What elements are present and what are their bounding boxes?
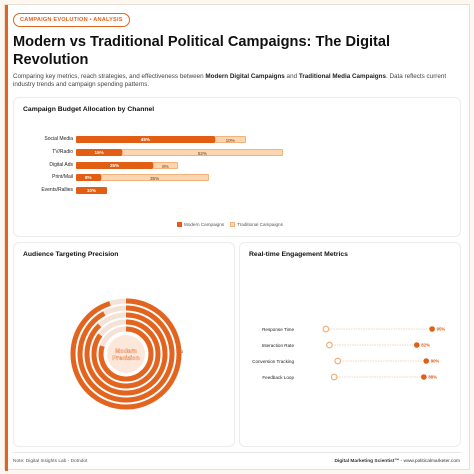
modern-dot bbox=[429, 326, 435, 332]
budget-card: Campaign Budget Allocation by Channel So… bbox=[13, 97, 461, 237]
metric-label: Interaction Rate bbox=[262, 343, 295, 348]
subtitle-traditional: Traditional Media Campaigns bbox=[298, 73, 386, 80]
ring-arc bbox=[77, 305, 175, 403]
modern-dot bbox=[413, 342, 420, 348]
metric-label: Feedback Loop bbox=[262, 375, 294, 380]
traditional-bar: 10% bbox=[214, 136, 246, 143]
traditional-bar: 35% bbox=[100, 174, 209, 182]
traditional-dot bbox=[334, 357, 342, 365]
budget-chart: Social Media 45% 10% TV/Radio 15% 52% Digital … bbox=[14, 98, 462, 238]
engagement-card: Real-time Engagement Metrics Response Ti… bbox=[239, 242, 461, 447]
modern-bar: 8% bbox=[76, 174, 101, 182]
accent-bar bbox=[5, 5, 8, 471]
category-label: Print/Mail bbox=[52, 174, 73, 181]
category-label: TV/Radio bbox=[52, 148, 73, 155]
traditional-bar: 52% bbox=[122, 148, 283, 156]
center-label: Modern bbox=[115, 349, 137, 355]
modern-bar: 10% bbox=[76, 187, 107, 195]
traditional-dot bbox=[322, 325, 330, 333]
ring-arc bbox=[91, 319, 161, 389]
budget-chart-title: Campaign Budget Allocation by Channel bbox=[23, 106, 155, 113]
category-badge: CAMPAIGN EVOLUTION • ANALYSIS bbox=[13, 13, 130, 27]
ring-annotation: 3 bbox=[181, 349, 184, 354]
center-disc bbox=[107, 335, 145, 373]
legend-modern: Modern Campaigns bbox=[177, 222, 224, 228]
page-subtitle: Comparing key metrics, reach strategies,… bbox=[13, 73, 447, 89]
value-label: 90% bbox=[431, 359, 440, 364]
modern-bar: 25% bbox=[76, 161, 154, 169]
engagement-chart-title: Real-time Engagement Metrics bbox=[249, 251, 348, 258]
traditional-dot bbox=[326, 341, 333, 349]
modern-dot bbox=[421, 374, 427, 380]
category-label: Digital Ads bbox=[49, 161, 73, 168]
traditional-bar: 8% bbox=[153, 161, 178, 169]
page-title: Modern vs Traditional Political Campaign… bbox=[13, 34, 391, 68]
metric-label: Response Time bbox=[262, 327, 294, 332]
metric-label: Conversion Tracking bbox=[252, 359, 294, 364]
footer-note: Note: Digital Insights Lab - Dotndot bbox=[13, 459, 88, 464]
subtitle-modern: Modern Digital Campaigns bbox=[205, 73, 285, 80]
footer-divider bbox=[13, 452, 461, 453]
ring-arc bbox=[98, 326, 154, 382]
category-label: Events/Rallies bbox=[41, 187, 73, 194]
budget-legend: Modern Campaigns Traditional Campaigns bbox=[177, 222, 283, 228]
legend-traditional: Traditional Campaigns bbox=[230, 222, 283, 228]
targeting-card: Audience Targeting Precision Modern Preci… bbox=[13, 242, 235, 447]
value-label: 95% bbox=[437, 327, 446, 332]
value-label: 88% bbox=[428, 375, 437, 380]
ring-arc bbox=[84, 312, 168, 396]
modern-bar: 45% bbox=[76, 136, 215, 143]
value-label: 82% bbox=[421, 343, 430, 348]
traditional-dot bbox=[330, 373, 338, 381]
modern-dot bbox=[423, 358, 429, 364]
modern-bar: 15% bbox=[76, 148, 123, 156]
targeting-chart-title: Audience Targeting Precision bbox=[23, 251, 119, 258]
ring-arc bbox=[70, 298, 182, 410]
dot-range-chart: Response Time 95% Interaction Rate 82% Conve… bbox=[252, 325, 446, 381]
footer-credit: Digital Marketing Scientist™ - www.polit… bbox=[334, 459, 460, 464]
center-label: Precision bbox=[112, 356, 139, 362]
category-label: Social Media bbox=[44, 136, 73, 142]
